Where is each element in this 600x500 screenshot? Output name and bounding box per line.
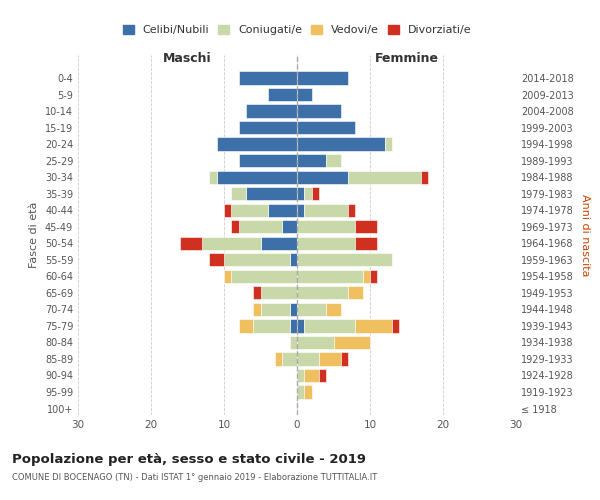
- Bar: [290, 336, 297, 349]
- Bar: [304, 187, 311, 200]
- Bar: [297, 88, 311, 101]
- Bar: [297, 270, 363, 283]
- Bar: [297, 253, 392, 266]
- Y-axis label: Anni di nascita: Anni di nascita: [580, 194, 590, 276]
- Text: Femmine: Femmine: [374, 52, 439, 65]
- Bar: [239, 154, 297, 167]
- Bar: [363, 270, 370, 283]
- Bar: [355, 220, 377, 234]
- Bar: [253, 320, 290, 332]
- Bar: [392, 320, 399, 332]
- Bar: [297, 104, 341, 118]
- Bar: [202, 236, 260, 250]
- Bar: [232, 204, 268, 217]
- Bar: [246, 104, 297, 118]
- Bar: [297, 352, 319, 366]
- Bar: [232, 187, 246, 200]
- Bar: [268, 204, 297, 217]
- Text: Maschi: Maschi: [163, 52, 212, 65]
- Bar: [224, 204, 232, 217]
- Bar: [297, 303, 326, 316]
- Bar: [275, 352, 283, 366]
- Bar: [297, 220, 355, 234]
- Bar: [297, 336, 334, 349]
- Bar: [326, 154, 341, 167]
- Bar: [232, 220, 239, 234]
- Bar: [283, 220, 297, 234]
- Bar: [319, 352, 341, 366]
- Bar: [283, 352, 297, 366]
- Bar: [260, 236, 297, 250]
- Bar: [304, 386, 311, 398]
- Legend: Celibi/Nubili, Coniugati/e, Vedovi/e, Divorziati/e: Celibi/Nubili, Coniugati/e, Vedovi/e, Di…: [122, 24, 472, 36]
- Bar: [370, 270, 377, 283]
- Bar: [297, 72, 348, 85]
- Bar: [297, 138, 385, 150]
- Bar: [290, 320, 297, 332]
- Bar: [239, 121, 297, 134]
- Text: COMUNE DI BOCENAGO (TN) - Dati ISTAT 1° gennaio 2019 - Elaborazione TUTTITALIA.I: COMUNE DI BOCENAGO (TN) - Dati ISTAT 1° …: [12, 472, 377, 482]
- Bar: [297, 369, 304, 382]
- Bar: [268, 88, 297, 101]
- Bar: [209, 253, 224, 266]
- Bar: [180, 236, 202, 250]
- Bar: [224, 270, 232, 283]
- Bar: [421, 170, 428, 184]
- Bar: [217, 170, 297, 184]
- Bar: [297, 320, 304, 332]
- Bar: [239, 320, 253, 332]
- Bar: [311, 187, 319, 200]
- Bar: [253, 303, 260, 316]
- Bar: [239, 72, 297, 85]
- Bar: [355, 320, 392, 332]
- Bar: [348, 170, 421, 184]
- Bar: [239, 220, 283, 234]
- Bar: [297, 204, 304, 217]
- Bar: [304, 204, 348, 217]
- Bar: [246, 187, 297, 200]
- Bar: [297, 121, 355, 134]
- Bar: [260, 286, 297, 300]
- Y-axis label: Fasce di età: Fasce di età: [29, 202, 39, 268]
- Bar: [297, 154, 326, 167]
- Bar: [348, 204, 355, 217]
- Text: Popolazione per età, sesso e stato civile - 2019: Popolazione per età, sesso e stato civil…: [12, 452, 366, 466]
- Bar: [319, 369, 326, 382]
- Bar: [209, 170, 217, 184]
- Bar: [297, 386, 304, 398]
- Bar: [290, 303, 297, 316]
- Bar: [297, 187, 304, 200]
- Bar: [297, 286, 348, 300]
- Bar: [385, 138, 392, 150]
- Bar: [355, 236, 377, 250]
- Bar: [304, 369, 319, 382]
- Bar: [217, 138, 297, 150]
- Bar: [304, 320, 355, 332]
- Bar: [260, 303, 290, 316]
- Bar: [224, 253, 290, 266]
- Bar: [341, 352, 348, 366]
- Bar: [297, 236, 355, 250]
- Bar: [232, 270, 297, 283]
- Bar: [348, 286, 363, 300]
- Bar: [253, 286, 260, 300]
- Bar: [290, 253, 297, 266]
- Bar: [334, 336, 370, 349]
- Bar: [326, 303, 341, 316]
- Bar: [297, 170, 348, 184]
